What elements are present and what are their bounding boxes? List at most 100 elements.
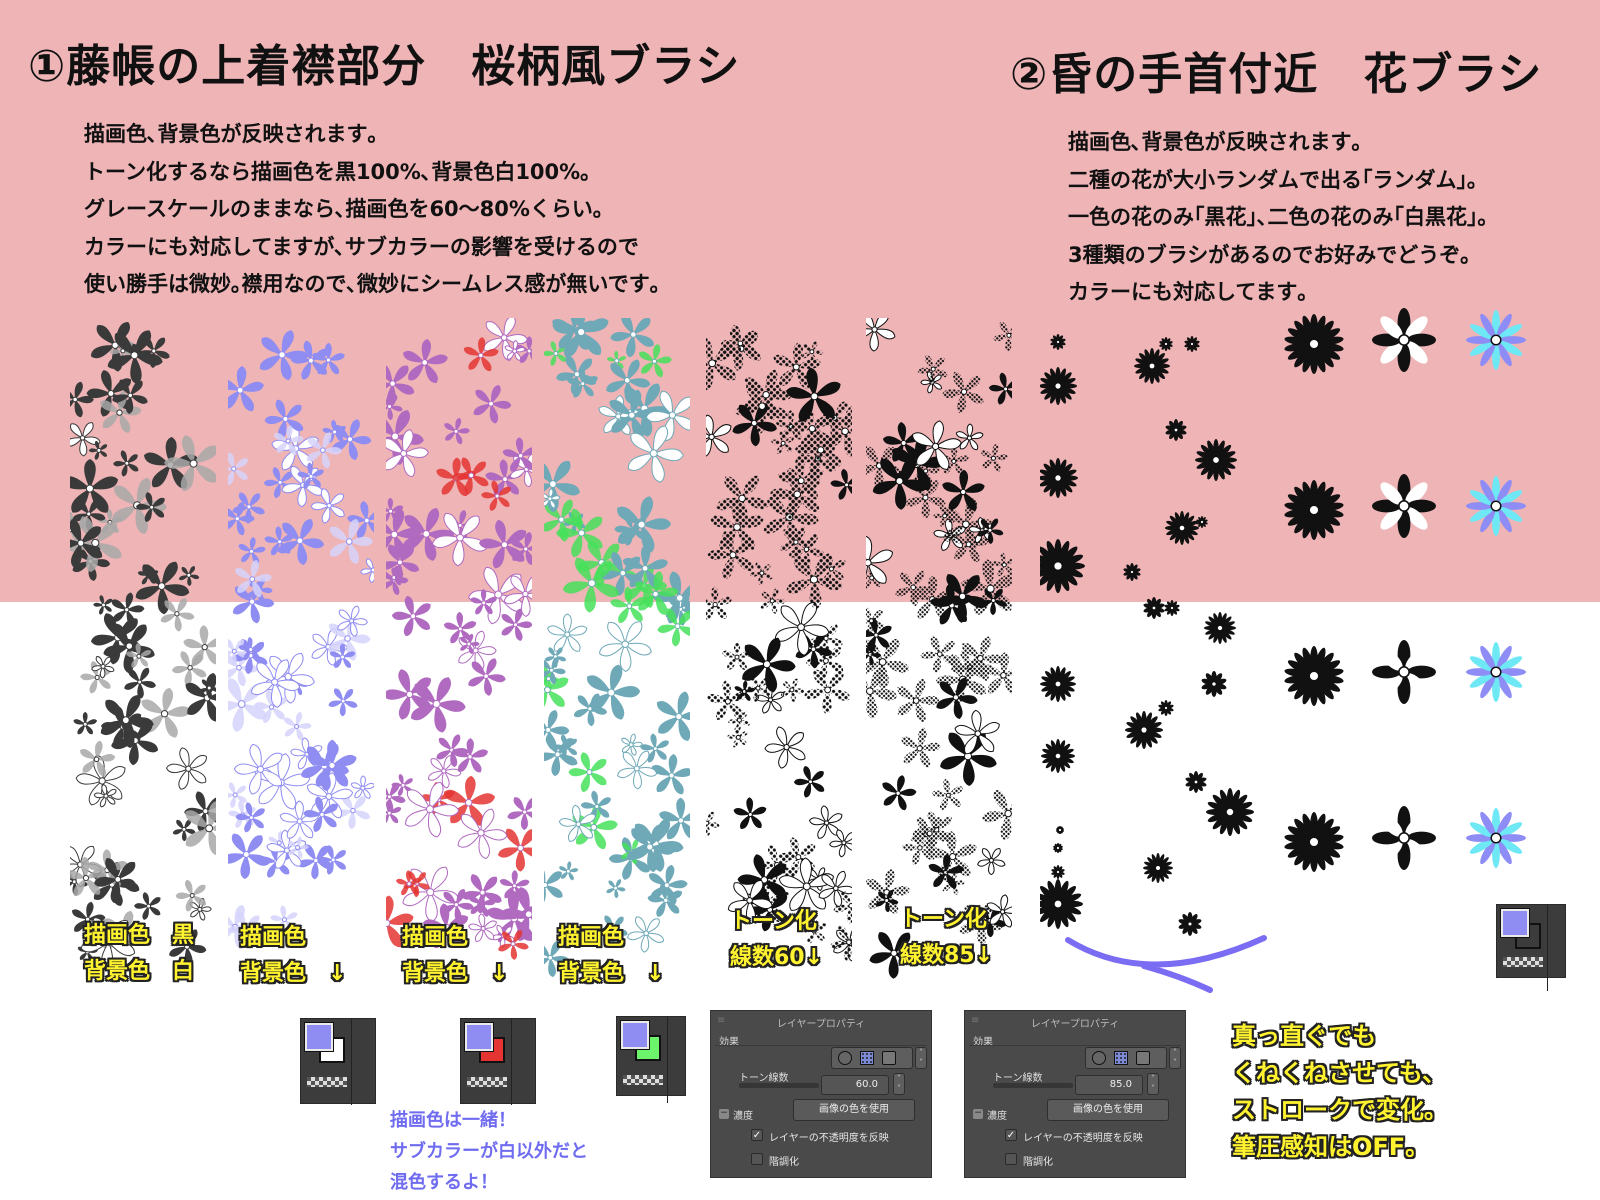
- sakura-flower-center: [544, 881, 549, 889]
- sakura-flower: [640, 733, 669, 763]
- sakura-flower-center: [386, 794, 392, 800]
- random-small-flower-icon: [1056, 826, 1064, 834]
- transparent-color-chip: [307, 1077, 347, 1087]
- sakura-flower-center: [360, 785, 366, 791]
- sakura-flower-center: [780, 440, 786, 446]
- sakura-flower: [866, 607, 885, 636]
- sakura-flower-center: [783, 744, 790, 751]
- sakura-flower-center: [96, 447, 102, 453]
- sakura-flower-center: [296, 818, 303, 825]
- layer-color-icon[interactable]: [882, 1051, 896, 1065]
- sakura-flower-center: [127, 392, 133, 399]
- section1-line: グレースケールのままなら､描画色を60〜80%くらい｡: [84, 197, 604, 221]
- sakura-flower-center: [547, 496, 553, 502]
- random-flower-icon: [1143, 597, 1165, 619]
- tone-frequency-slider[interactable]: [739, 1083, 819, 1088]
- posterize-checkbox[interactable]: [751, 1153, 763, 1165]
- tone-frequency-value[interactable]: 60.0: [821, 1075, 889, 1095]
- sakura-flower-center: [124, 460, 130, 466]
- sakura-flower: [659, 797, 690, 840]
- sakura-flower-center: [466, 641, 472, 647]
- tone-effect-icon[interactable]: [860, 1051, 874, 1065]
- invert-opacity-checkbox[interactable]: ✓: [1005, 1129, 1017, 1141]
- sakura-flower-center: [912, 697, 920, 704]
- sakura-flower: [986, 894, 1012, 928]
- stroke-note-line: ストロークで変化｡: [1232, 1096, 1436, 1124]
- sakura-flower-center: [326, 503, 332, 509]
- invert-opacity-checkbox[interactable]: ✓: [751, 1129, 763, 1141]
- sakura-flower-center: [926, 830, 933, 837]
- sakura-flower-center: [986, 584, 995, 593]
- brush-stroke: [1065, 935, 1267, 993]
- sakura-flower-center: [1001, 562, 1007, 568]
- tone-frequency-value[interactable]: 85.0: [1075, 1075, 1143, 1095]
- tone-frequency-slider[interactable]: [993, 1083, 1073, 1088]
- sakura-flower-center: [789, 687, 795, 693]
- sakura-flower-center: [844, 482, 850, 488]
- sakura-flower-center: [494, 590, 503, 599]
- effect-spinner[interactable]: ˄ ˅: [1169, 1047, 1181, 1069]
- sakura-flower-center: [866, 687, 874, 696]
- sakura-flower-center: [873, 632, 879, 638]
- collapse-icon[interactable]: −: [719, 1108, 729, 1119]
- sakura-pattern: [706, 324, 852, 962]
- sakura-flower-center: [945, 792, 951, 798]
- sakura-flower-center: [952, 694, 959, 701]
- border-effect-icon[interactable]: [1092, 1051, 1106, 1065]
- sakura-flower-center: [389, 380, 396, 387]
- sakura-flower-center: [990, 455, 996, 461]
- random-small-flower-icon: [1201, 671, 1227, 697]
- color-flower-icon: [1466, 808, 1526, 868]
- density-select[interactable]: 画像の色を使用: [793, 1099, 915, 1121]
- swatch-divider: [351, 1019, 352, 1105]
- sakura-flower: [610, 318, 654, 358]
- sakura-flower-center: [615, 413, 622, 420]
- density-select[interactable]: 画像の色を使用: [1047, 1099, 1169, 1121]
- tone-effect-icon[interactable]: [1114, 1051, 1128, 1065]
- sakura-flower-center: [675, 594, 684, 602]
- sakura-flower-center: [345, 538, 353, 545]
- sakura-flower: [544, 735, 578, 777]
- black-white-flower-icon: [1372, 806, 1436, 870]
- sakura-flower-center: [868, 618, 874, 624]
- effect-mode-buttons: [1085, 1047, 1167, 1069]
- sakura-flower: [882, 422, 923, 462]
- sakura-flower-center: [441, 768, 447, 774]
- main-color-chip: [465, 1023, 493, 1051]
- sakura-flower: [993, 321, 1012, 352]
- black-white-flower-icon: [1372, 640, 1436, 704]
- sakura-flower: [185, 801, 216, 856]
- collapse-icon[interactable]: −: [973, 1108, 983, 1119]
- strip-label-tone60: トーン化 線数60↓: [730, 904, 823, 976]
- sakura-flower: [556, 355, 597, 396]
- sakura-flower: [70, 381, 94, 418]
- random-flower-icon: [1143, 853, 1173, 883]
- layer-color-icon[interactable]: [1136, 1051, 1150, 1065]
- sakura-flower-center: [803, 546, 810, 553]
- sakura-flower-center: [524, 910, 532, 919]
- panel-divider: [969, 1045, 1181, 1046]
- sakura-flower-center: [841, 427, 849, 436]
- panel-grip-icon[interactable]: ≡: [717, 1015, 726, 1026]
- sakura-flower-center: [869, 575, 875, 581]
- strip-label-line: 描画色 黒: [84, 923, 195, 948]
- sakura-flower-center: [735, 734, 741, 740]
- sakura-flower-center: [91, 538, 100, 547]
- sakura-flower-center: [344, 635, 351, 642]
- sakura-flower-center: [72, 396, 78, 403]
- sakura-flower: [706, 811, 720, 837]
- sakura-flower: [728, 710, 750, 732]
- sakura-flower-center: [234, 516, 240, 522]
- sakura-flower-center: [587, 579, 596, 588]
- sakura-flower-center: [243, 925, 249, 931]
- border-effect-icon[interactable]: [838, 1051, 852, 1065]
- black-white-flower-icon: [1372, 474, 1436, 538]
- tone-frequency-spinner[interactable]: ˄ ˅: [1147, 1073, 1159, 1095]
- random-small-flower-icon: [1050, 334, 1066, 350]
- tone-frequency-spinner[interactable]: ˄ ˅: [893, 1073, 905, 1095]
- section2-line: 二種の花が大小ランダムで出る｢ランダム｣｡: [1068, 167, 1478, 192]
- effect-spinner[interactable]: ˄ ˅: [915, 1047, 927, 1069]
- sakura-flower-center: [325, 357, 331, 363]
- panel-grip-icon[interactable]: ≡: [971, 1015, 980, 1026]
- posterize-checkbox[interactable]: [1005, 1153, 1017, 1165]
